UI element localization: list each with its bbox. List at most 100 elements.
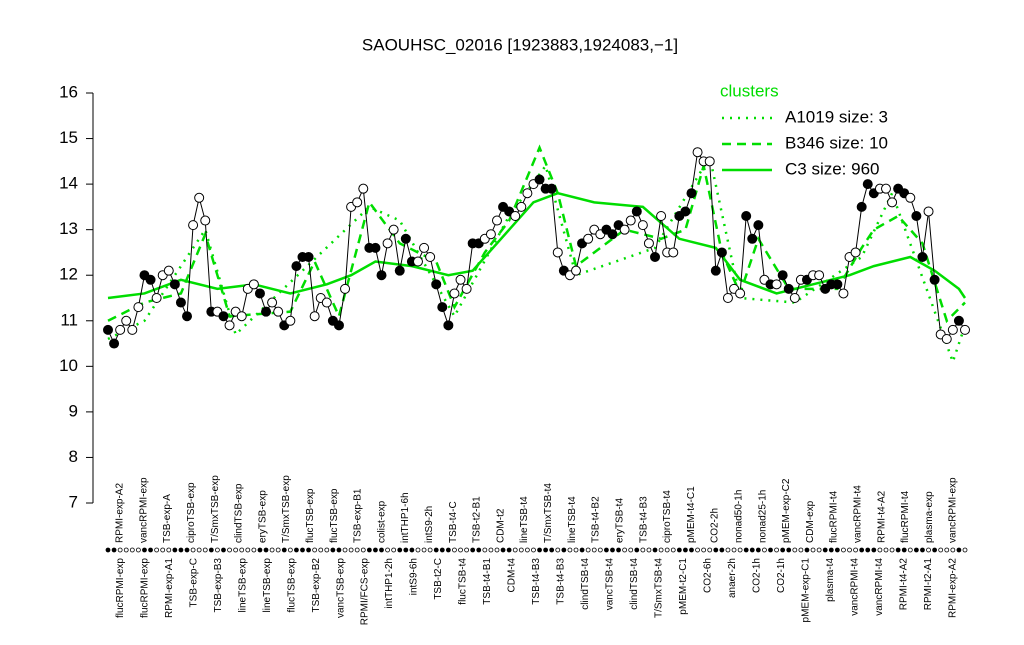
y-tick-label: 7 bbox=[69, 492, 78, 511]
x-label: TSB-t2-C bbox=[433, 558, 444, 600]
rug-dot bbox=[950, 547, 956, 553]
rug-dot bbox=[239, 547, 245, 553]
y-tick-label: 8 bbox=[69, 447, 78, 466]
data-point bbox=[522, 188, 533, 199]
rug-dot bbox=[774, 547, 779, 553]
x-label: intTHP1-6h bbox=[400, 492, 411, 543]
data-point bbox=[953, 315, 964, 326]
rug-dot bbox=[360, 547, 366, 553]
x-label: flucRPMI-exp bbox=[139, 558, 150, 618]
data-point bbox=[261, 306, 272, 317]
rug-dot bbox=[597, 547, 603, 553]
data-point bbox=[771, 279, 782, 290]
data-point bbox=[461, 283, 472, 294]
data-point bbox=[941, 334, 952, 344]
data-point bbox=[485, 229, 496, 240]
rug-dot bbox=[555, 547, 561, 553]
data-point bbox=[850, 247, 861, 258]
data-point bbox=[753, 220, 764, 231]
data-point bbox=[656, 211, 667, 221]
rug-dot bbox=[154, 547, 160, 553]
rug-dot bbox=[142, 547, 147, 553]
rug-dot bbox=[415, 547, 421, 553]
rug-dot bbox=[202, 547, 208, 553]
data-point bbox=[905, 192, 916, 203]
data-point bbox=[254, 288, 265, 299]
data-point bbox=[412, 256, 423, 267]
rug-dot bbox=[847, 547, 852, 553]
rug-dot bbox=[646, 547, 652, 553]
rug-dot bbox=[196, 547, 202, 553]
rug-dot bbox=[117, 547, 123, 553]
rug-dot bbox=[676, 547, 682, 553]
rug-dot bbox=[190, 547, 196, 553]
rug-dot bbox=[719, 547, 725, 553]
data-point bbox=[534, 174, 545, 185]
rug-dot bbox=[306, 547, 311, 553]
data-point bbox=[637, 220, 648, 231]
legend-title: clusters bbox=[720, 81, 779, 100]
rug-dot bbox=[695, 547, 700, 553]
rug-dot bbox=[385, 547, 390, 553]
rug-dot bbox=[895, 547, 901, 553]
rug-dot bbox=[762, 547, 767, 553]
rug-dot bbox=[804, 547, 810, 553]
rug-dot bbox=[409, 547, 415, 553]
data-point bbox=[923, 206, 934, 217]
data-point bbox=[692, 147, 703, 158]
y-tick-label: 12 bbox=[59, 265, 78, 284]
rug-dot bbox=[585, 547, 591, 553]
x-label: clindTSB-t4 bbox=[629, 558, 640, 610]
rug-dot bbox=[506, 547, 512, 553]
x-label: flucRPMI-t4 bbox=[900, 490, 911, 543]
data-point bbox=[783, 283, 794, 294]
data-point bbox=[789, 293, 800, 303]
rug-dot bbox=[962, 547, 968, 553]
data-point bbox=[516, 201, 527, 212]
rug-dot bbox=[707, 547, 713, 553]
data-point bbox=[303, 252, 314, 262]
rug-dot bbox=[379, 547, 384, 553]
data-point bbox=[491, 215, 502, 226]
data-point bbox=[340, 283, 351, 294]
rug-dot bbox=[518, 547, 524, 553]
rug-dot bbox=[603, 547, 609, 553]
x-label: TSB-t4-B2 bbox=[591, 496, 602, 543]
rug-dot bbox=[373, 547, 378, 553]
x-label: RPMI-exp-A2 bbox=[947, 558, 958, 618]
rug-dot bbox=[701, 547, 707, 553]
rug-dot bbox=[148, 547, 153, 553]
data-point bbox=[747, 233, 758, 244]
data-point bbox=[224, 320, 235, 331]
rug-dot bbox=[725, 547, 731, 553]
rug-dot bbox=[853, 547, 858, 553]
rug-dot bbox=[324, 547, 330, 553]
data-point bbox=[686, 188, 697, 199]
rug-dot bbox=[743, 547, 749, 553]
rug-dot bbox=[567, 547, 573, 553]
x-label: intTHP1-2h bbox=[384, 558, 395, 609]
x-label: CO2-1h bbox=[752, 558, 763, 593]
data-point bbox=[437, 302, 448, 313]
rug-dot bbox=[634, 547, 640, 553]
x-label: anaer-2h bbox=[727, 558, 738, 598]
rug-dot bbox=[287, 547, 293, 553]
rug-dot bbox=[178, 547, 184, 553]
x-label: vancRPMI-t4 bbox=[853, 485, 864, 543]
rug-dot bbox=[652, 547, 658, 553]
x-label: eryTSB-t4 bbox=[614, 498, 625, 543]
rug-dot bbox=[889, 547, 895, 553]
rug-dot bbox=[215, 547, 220, 553]
data-point bbox=[552, 247, 563, 258]
rug-dot bbox=[470, 547, 476, 553]
rug-dot bbox=[907, 547, 913, 553]
data-point bbox=[917, 252, 928, 262]
y-tick-label: 11 bbox=[60, 310, 78, 329]
x-label: colist-exp bbox=[376, 500, 387, 543]
y-tick-label: 9 bbox=[69, 401, 78, 420]
data-point bbox=[862, 179, 873, 190]
rug-dot bbox=[458, 547, 463, 553]
cluster-line bbox=[107, 144, 966, 324]
data-point bbox=[650, 252, 661, 262]
rug-dot bbox=[579, 547, 585, 553]
